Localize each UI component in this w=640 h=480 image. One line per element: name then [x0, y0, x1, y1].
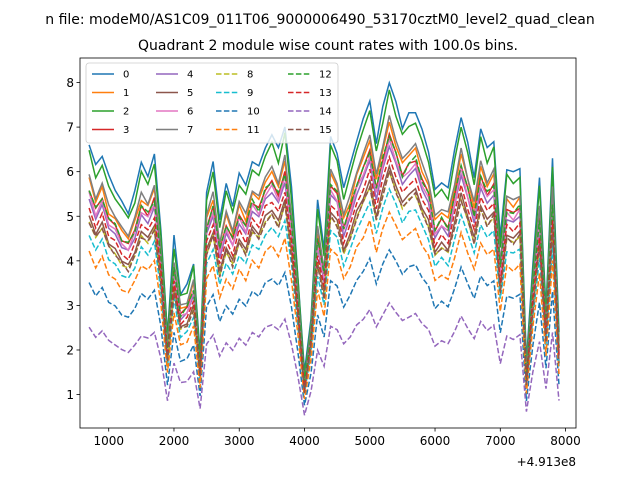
axes-frame — [79, 57, 577, 429]
legend-label-1: 1 — [123, 88, 129, 99]
legend-label-11: 11 — [247, 125, 260, 136]
legend-label-3: 3 — [123, 125, 129, 136]
legend-label-5: 5 — [187, 88, 193, 99]
legend-label-14: 14 — [319, 107, 332, 118]
legend-label-0: 0 — [123, 70, 129, 81]
legend-label-2: 2 — [123, 107, 129, 118]
chart-suptitle: n file: modeM0/AS1C09_011T06_9000006490_… — [45, 12, 594, 28]
series-line-10 — [88, 248, 560, 406]
y-tick-label: 7 — [66, 121, 74, 135]
legend-label-15: 15 — [319, 125, 332, 136]
x-tick-label: 7000 — [485, 434, 516, 448]
x-offset-label: +4.913e8 — [517, 455, 576, 469]
plot-area — [79, 57, 577, 429]
x-tick-label: 2000 — [159, 434, 190, 448]
series-line-11 — [88, 210, 560, 400]
x-tick-label: 1000 — [93, 434, 124, 448]
series-lines — [88, 80, 560, 416]
legend-label-10: 10 — [247, 107, 260, 118]
y-tick-label: 1 — [66, 388, 74, 402]
legend-label-9: 9 — [247, 88, 253, 99]
x-tick-label: 3000 — [224, 434, 255, 448]
y-axis: 1 2 3 4 5 6 7 8 — [66, 76, 80, 402]
legend-label-12: 12 — [319, 70, 332, 81]
y-tick-label: 5 — [66, 210, 74, 224]
y-tick-label: 4 — [66, 254, 74, 268]
y-tick-label: 3 — [66, 299, 74, 313]
legend-label-7: 7 — [187, 125, 193, 136]
x-tick-label: 8000 — [550, 434, 581, 448]
legend-frame — [85, 62, 339, 144]
legend-label-4: 4 — [187, 70, 193, 81]
x-tick-label: 5000 — [354, 434, 385, 448]
y-tick-label: 8 — [66, 76, 74, 90]
x-axis: 1000 2000 3000 4000 5000 6000 7000 8000 — [93, 428, 581, 448]
chart-title: Quadrant 2 module wise count rates with … — [138, 38, 518, 54]
legend-label-13: 13 — [319, 88, 332, 99]
y-tick-label: 2 — [66, 343, 74, 357]
x-tick-label: 6000 — [420, 434, 451, 448]
series-line-14 — [88, 301, 560, 416]
y-tick-label: 6 — [66, 165, 74, 179]
x-tick-label: 4000 — [289, 434, 320, 448]
legend-label-8: 8 — [247, 70, 253, 81]
series-line-15 — [88, 167, 560, 394]
legend-label-6: 6 — [187, 107, 193, 118]
